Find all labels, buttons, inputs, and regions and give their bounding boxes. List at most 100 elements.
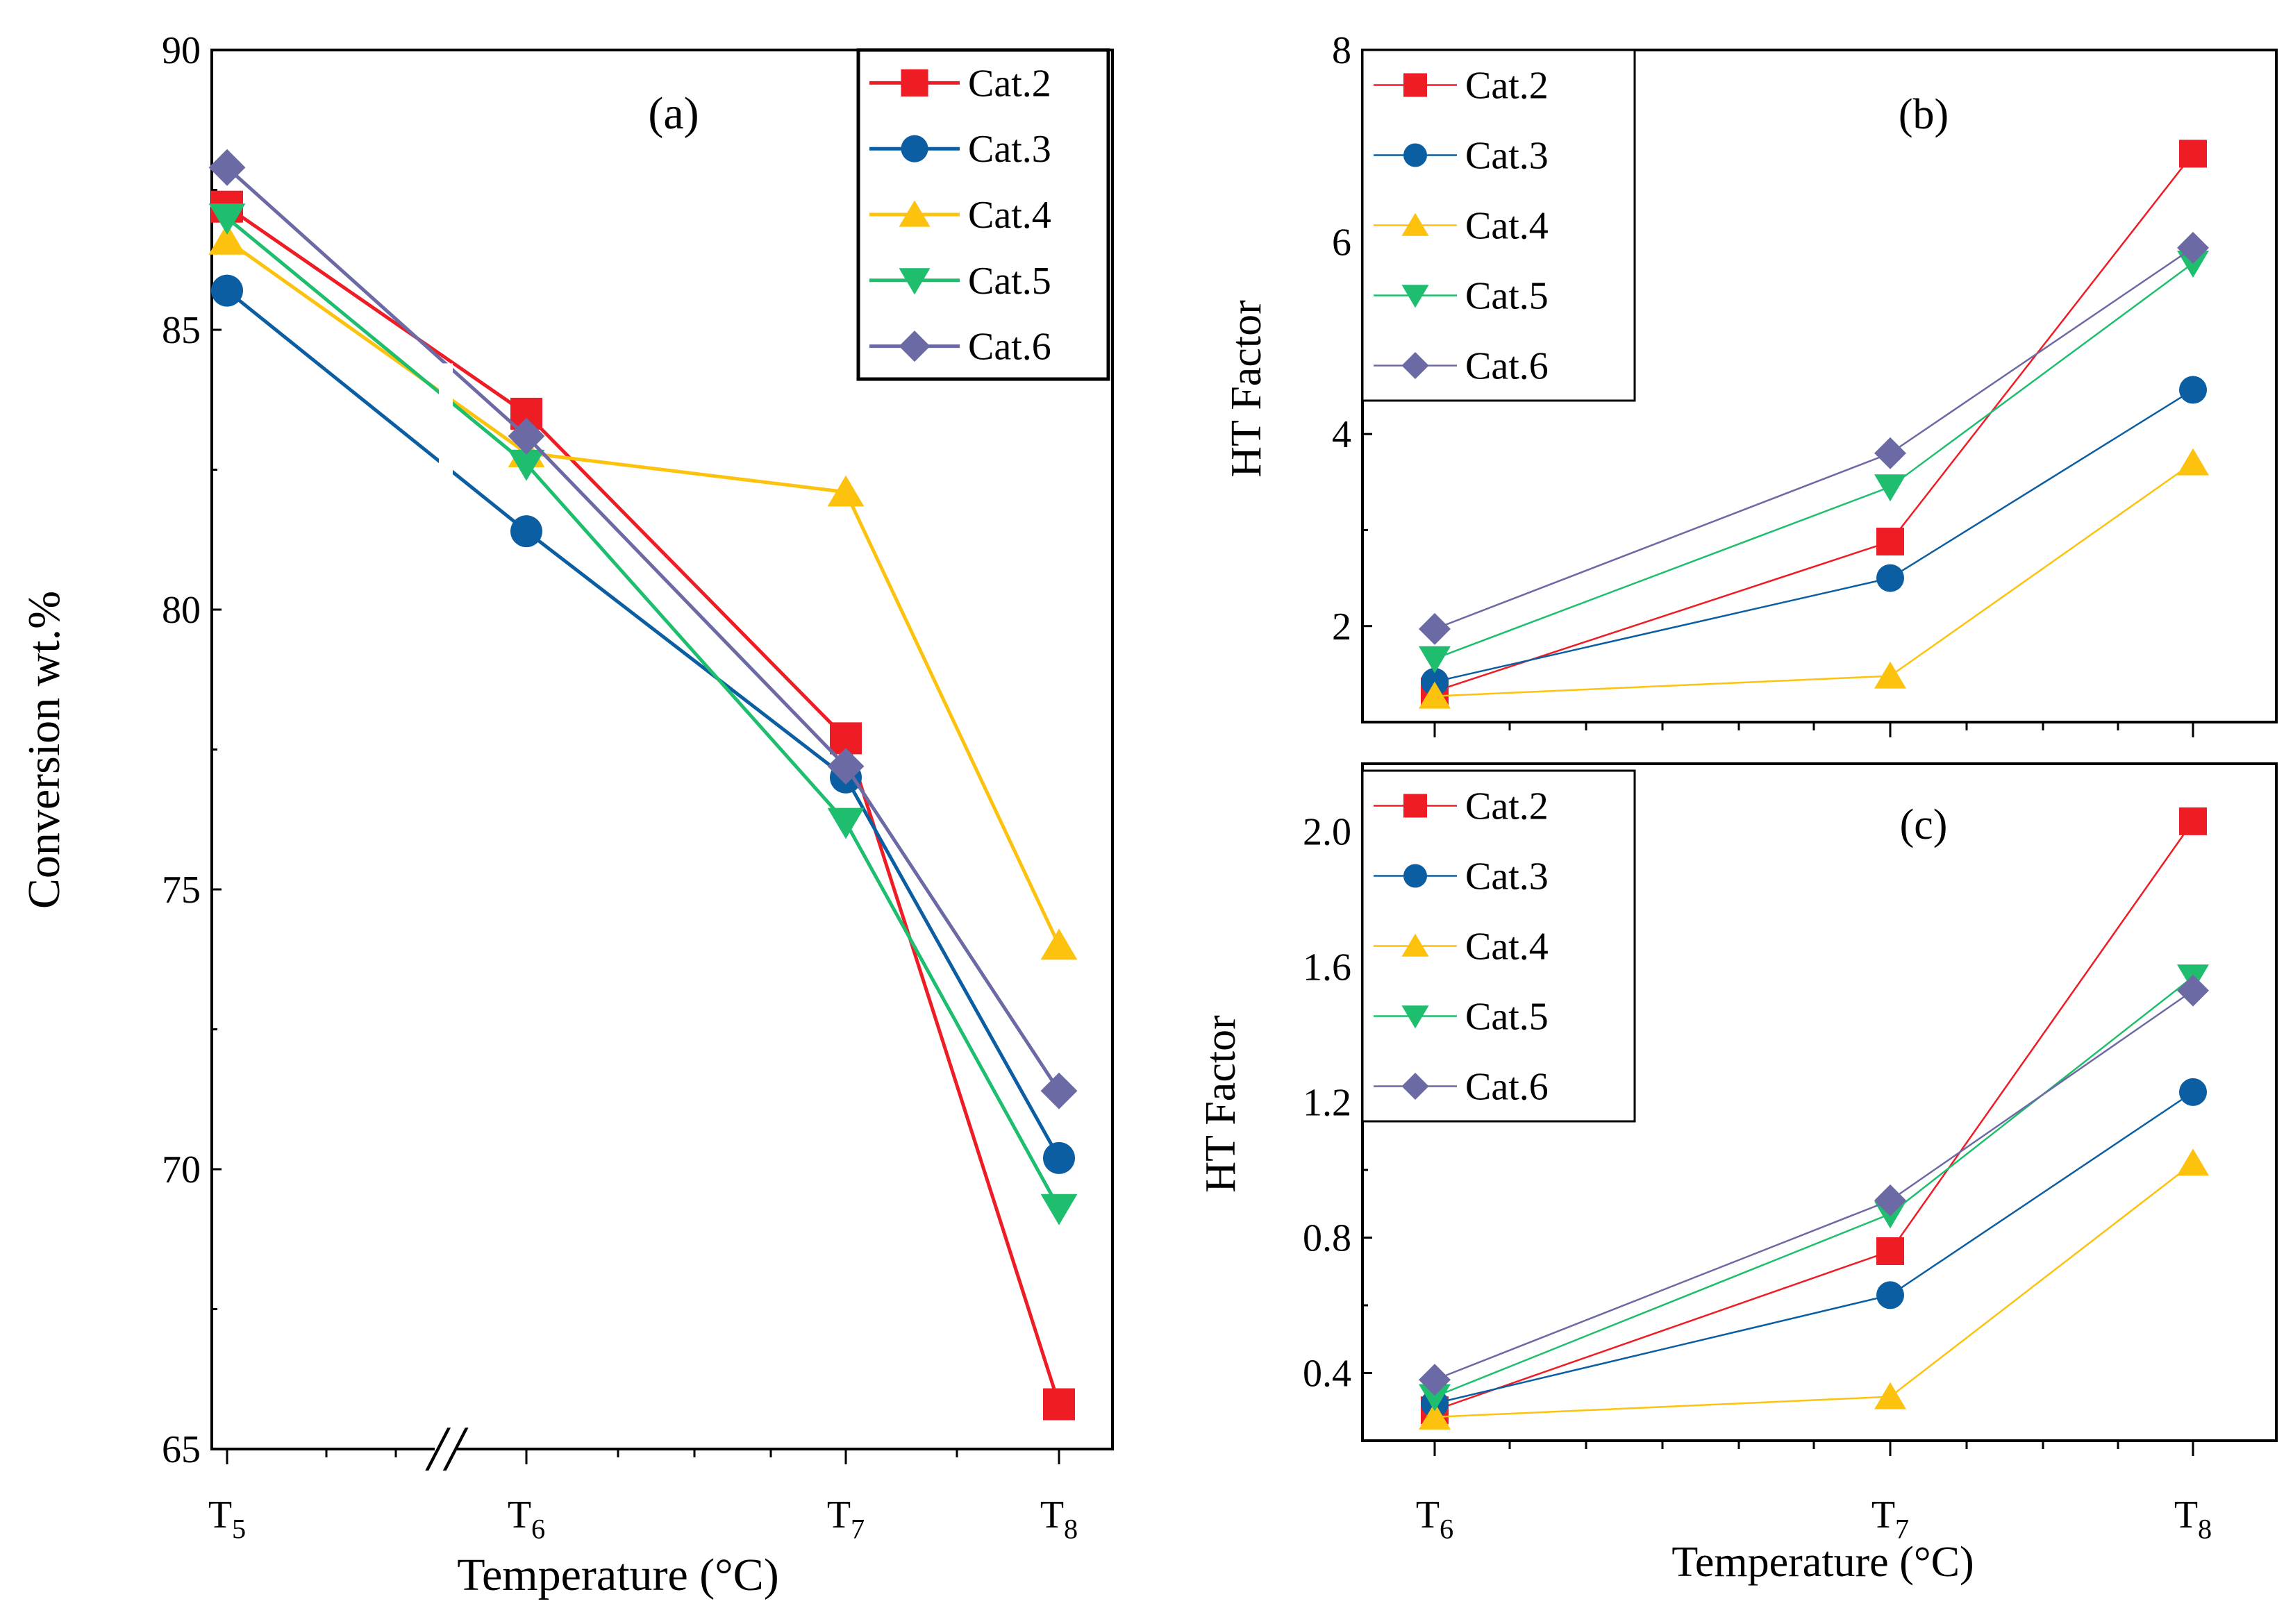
data-point-Cat.3 xyxy=(510,515,542,548)
data-point-Cat.6 xyxy=(1874,1184,1906,1216)
y-tick-label: 4 xyxy=(1332,413,1351,456)
legend-label: Cat.5 xyxy=(968,260,1051,303)
y-tick-label: 2 xyxy=(1332,605,1351,648)
series-line-Cat.4 xyxy=(226,239,1061,946)
data-point-Cat.5 xyxy=(1040,1194,1078,1225)
data-point-Cat.6 xyxy=(1419,612,1451,645)
legend-marker-Cat.4 xyxy=(1401,212,1429,236)
data-point-Cat.5 xyxy=(208,203,246,235)
y-tick-label: 90 xyxy=(162,29,201,72)
data-point-Cat.2 xyxy=(1876,1237,1904,1265)
data-point-Cat.6 xyxy=(2177,231,2209,264)
data-point-Cat.4 xyxy=(2177,1148,2209,1176)
series-line-Cat.6 xyxy=(226,166,1061,1092)
data-point-Cat.6 xyxy=(508,417,545,455)
data-point-Cat.4 xyxy=(208,223,246,255)
series-line-Cat.5 xyxy=(226,216,1061,1209)
legend-marker-Cat.5 xyxy=(1401,1005,1429,1029)
legend-label: Cat.3 xyxy=(1465,135,1549,178)
data-point-Cat.5 xyxy=(1419,646,1451,673)
data-point-Cat.3 xyxy=(1876,1281,1904,1309)
panel-label: (c) xyxy=(1900,801,1948,848)
axis-break-mark: // xyxy=(424,1413,469,1484)
data-point-Cat.2 xyxy=(1876,528,1904,556)
legend-marker-Cat.3 xyxy=(901,135,928,162)
y-tick-label: 85 xyxy=(162,309,201,352)
series-line-Cat.2 xyxy=(226,205,1061,1405)
data-point-Cat.4 xyxy=(827,475,865,507)
x-tick-label: T5 xyxy=(208,1493,246,1545)
y-tick-label: 2.0 xyxy=(1303,811,1351,854)
legend-label: Cat.2 xyxy=(1465,65,1549,108)
legend-marker-Cat.3 xyxy=(1403,864,1427,888)
legend-marker-Cat.6 xyxy=(899,330,931,362)
y-tick-label: 0.8 xyxy=(1303,1217,1351,1260)
data-point-Cat.4 xyxy=(1874,661,1906,689)
y-tick-label: 80 xyxy=(162,589,201,632)
legend-label: Cat.4 xyxy=(1465,205,1549,248)
y-tick-label: 70 xyxy=(162,1148,201,1191)
data-point-Cat.6 xyxy=(1419,1364,1451,1396)
series-line-Cat.3 xyxy=(1434,389,2194,683)
x-tick-label: T6 xyxy=(1416,1493,1453,1545)
data-point-Cat.5 xyxy=(2177,250,2209,278)
data-point-Cat.4 xyxy=(1874,1382,1906,1409)
panel-label: (b) xyxy=(1899,91,1949,138)
legend-label: Cat.6 xyxy=(968,326,1051,369)
legend-label: Cat.3 xyxy=(1465,855,1549,898)
panel-label: (a) xyxy=(648,88,699,139)
data-point-Cat.3 xyxy=(2179,1078,2207,1106)
y-tick-label: 1.2 xyxy=(1303,1082,1351,1125)
legend-marker-Cat.2 xyxy=(1403,794,1427,818)
legend-label: Cat.6 xyxy=(1465,345,1549,388)
data-point-Cat.6 xyxy=(1040,1072,1078,1110)
series-line-Cat.4 xyxy=(1434,1162,2194,1418)
legend-marker-Cat.6 xyxy=(1401,351,1429,380)
data-point-Cat.6 xyxy=(2177,974,2209,1007)
y-tick-label: 1.6 xyxy=(1303,946,1351,989)
x-axis-title: Temperature (°C) xyxy=(1671,1539,1974,1586)
legend-label: Cat.5 xyxy=(1465,996,1549,1039)
chart-panel-0: 65 70 75 80 85 90 T5 T6 T7 T8 Temperature (°C) Conv… xyxy=(19,29,1114,1600)
legend-marker-Cat.4 xyxy=(1401,933,1429,957)
data-point-Cat.2 xyxy=(1043,1388,1075,1421)
chart-panel-2: 0.4 0.8 1.2 1.6 2.0 T6 T7 T8 Temperature (°C) HT … xyxy=(1197,762,2278,1586)
legend-marker-Cat.4 xyxy=(899,200,931,227)
legend-label: Cat.5 xyxy=(1465,275,1549,318)
data-point-Cat.3 xyxy=(1043,1141,1075,1174)
data-point-Cat.2 xyxy=(2179,807,2207,835)
axis-break-gap xyxy=(435,1441,457,1457)
data-point-Cat.3 xyxy=(211,274,243,307)
legend-marker-Cat.2 xyxy=(901,69,928,97)
legend: Cat.2 Cat.3 Cat.4 Cat.5 Cat.6 xyxy=(856,48,1110,381)
legend-label: Cat.3 xyxy=(968,128,1051,171)
axis-break-line-gap xyxy=(439,363,453,481)
data-point-Cat.5 xyxy=(1419,1384,1451,1412)
x-tick-label: T7 xyxy=(827,1493,865,1545)
y-tick-label: 6 xyxy=(1332,221,1351,265)
legend-label: Cat.4 xyxy=(968,194,1051,237)
y-tick-label: 0.4 xyxy=(1303,1353,1351,1396)
y-axis-title: Conversion wt.% xyxy=(19,591,69,909)
series-line-Cat.4 xyxy=(1434,462,2194,697)
series-line-Cat.3 xyxy=(1434,1091,2194,1405)
data-point-Cat.3 xyxy=(2179,376,2207,404)
data-point-Cat.6 xyxy=(827,748,865,785)
y-tick-label: 8 xyxy=(1332,29,1351,72)
data-point-Cat.5 xyxy=(508,449,545,481)
legend-marker-Cat.3 xyxy=(1403,143,1427,167)
legend-marker-Cat.5 xyxy=(899,268,931,295)
data-point-Cat.4 xyxy=(1419,681,1451,709)
legend-marker-Cat.2 xyxy=(1403,73,1427,97)
data-point-Cat.6 xyxy=(1874,437,1906,469)
y-tick-label: 75 xyxy=(162,869,201,912)
x-tick-label: T8 xyxy=(1040,1493,1078,1545)
legend-marker-Cat.5 xyxy=(1401,285,1429,308)
legend-label: Cat.6 xyxy=(1465,1066,1549,1109)
y-axis-title: HT Factor xyxy=(1197,1015,1244,1193)
x-tick-label: T7 xyxy=(1871,1493,1909,1545)
x-tick-label: T6 xyxy=(508,1493,545,1545)
legend-label: Cat.4 xyxy=(1465,926,1549,969)
x-axis-title: Temperature (°C) xyxy=(457,1550,778,1600)
data-point-Cat.5 xyxy=(827,807,865,839)
